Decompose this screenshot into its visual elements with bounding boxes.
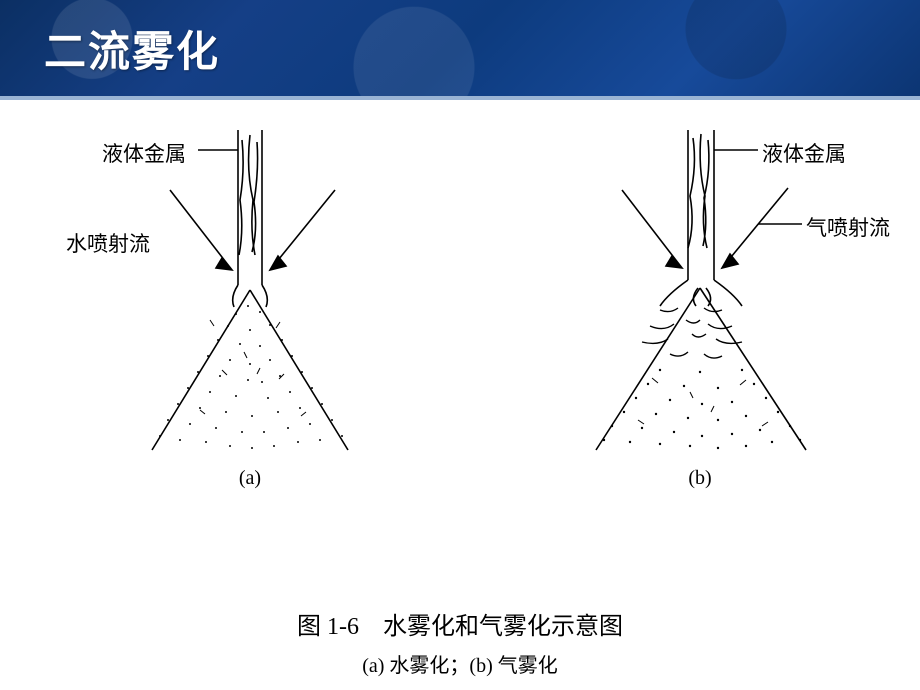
sketch-b [510, 120, 890, 480]
sketch-a [60, 120, 440, 480]
figure-caption: 图 1-6 水雾化和气雾化示意图 (a) 水雾化；(b) 气雾化 [0, 606, 920, 678]
caption-main: 图 1-6 水雾化和气雾化示意图 [0, 606, 920, 641]
title-bar: 二流雾化 [0, 0, 920, 100]
slide-root: 二流雾化 [0, 0, 920, 690]
caption-sub: (a) 水雾化；(b) 气雾化 [0, 649, 920, 678]
label-a-top: 液体金属 [102, 138, 186, 168]
label-a-side: 水喷射流 [66, 228, 150, 258]
sublabel-b: (b) [688, 467, 711, 490]
subfigure-a: 液体金属 水喷射流 (a) [60, 120, 440, 480]
figure-area: 液体金属 水喷射流 (a) [0, 120, 920, 560]
sublabel-a: (a) [239, 467, 261, 490]
subfigure-b: 液体金属 气喷射流 (b) [510, 120, 890, 480]
label-b-side: 气喷射流 [806, 212, 890, 242]
slide-title: 二流雾化 [44, 18, 220, 79]
label-b-top: 液体金属 [762, 138, 846, 168]
